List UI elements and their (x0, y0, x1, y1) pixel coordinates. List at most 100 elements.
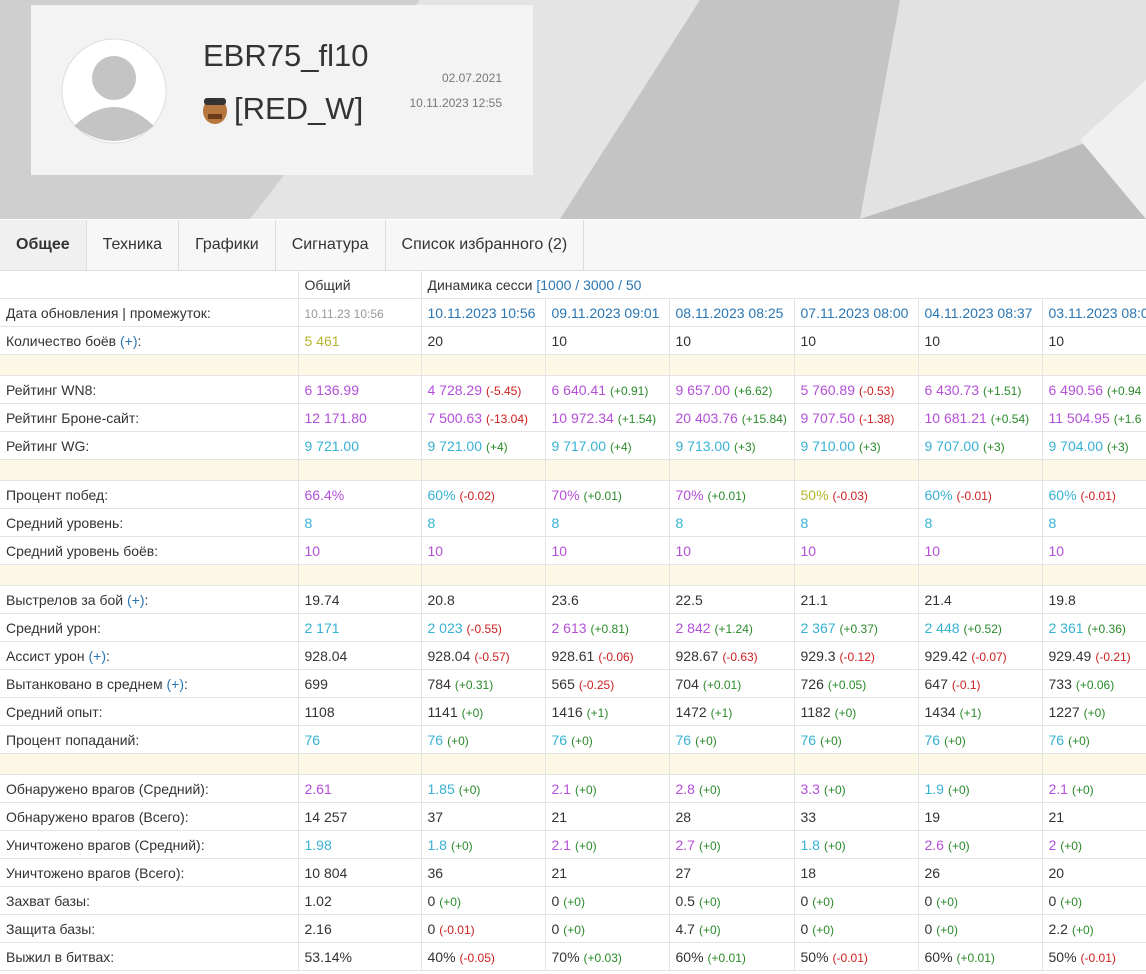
delta: (+1.51) (983, 383, 1022, 398)
value: 22.5 (675, 591, 703, 608)
value-cell: 10 804 (298, 858, 422, 887)
delta: (-0.01) (832, 950, 868, 965)
value-cell: 929.42 (-0.07) (918, 641, 1043, 670)
value-cell: 2 842 (+1.24) (669, 613, 795, 642)
value[interactable]: 10.11.2023 10:56 (427, 304, 536, 321)
value-cell: 10 (1042, 536, 1146, 565)
value: 5 461 (304, 332, 340, 349)
value[interactable]: 09.11.2023 09:01 (551, 304, 660, 321)
value: 10 681.21 (924, 409, 987, 426)
value: 9 721.00 (427, 437, 483, 454)
value-cell: 6 430.73 (+1.51) (918, 375, 1043, 404)
range-link[interactable]: [1000 / 3000 / 50 (536, 276, 642, 293)
value: 10 (924, 542, 941, 559)
value: 1.8 (427, 836, 447, 853)
value-cell: 2.1 (+0) (1042, 774, 1146, 803)
value-cell: 07.11.2023 08:00 (794, 298, 919, 327)
label-text: Уничтожено врагов (Средний): (6, 836, 205, 853)
tab[interactable]: Техника (87, 220, 180, 270)
value-cell: 699 (298, 669, 422, 698)
value: 4 728.29 (427, 381, 483, 398)
stat-row: Уничтожено врагов (Средний): 1.98 1.8 (+0) 2… (0, 830, 1146, 859)
value: 726 (800, 675, 824, 692)
value-cell: 1434 (+1) (918, 697, 1043, 726)
value: 76 (304, 731, 321, 748)
value-cell: 10 (545, 326, 670, 355)
value: 9 707.00 (924, 437, 980, 454)
label-text: Обнаружено врагов (Средний): (6, 780, 209, 797)
label-text: Рейтинг WN8: (6, 381, 97, 398)
value-cell: 40% (-0.05) (421, 942, 546, 971)
value-cell: 2.6 (+0) (918, 830, 1043, 859)
value-cell: 1.98 (298, 830, 422, 859)
value-cell: 0 (+0) (421, 886, 546, 915)
value-cell: 10 (918, 536, 1043, 565)
delta: (+0) (563, 894, 585, 909)
updated-date: 10.11.2023 12:55 (409, 96, 502, 110)
delta: (-0.21) (1095, 649, 1131, 664)
expand-link[interactable]: (+) (166, 675, 185, 692)
value: 7 500.63 (427, 409, 483, 426)
tab[interactable]: Сигнатура (276, 220, 386, 270)
value-cell: 28 (669, 802, 795, 831)
row-label: Процент побед: (0, 480, 299, 509)
tabs: Общее Техника Графики Сигнатура Список избра… (0, 220, 1146, 271)
value-cell: 21 (1042, 802, 1146, 831)
expand-link[interactable]: (+) (120, 332, 138, 349)
delta: (+0.06) (1075, 677, 1115, 692)
value-cell: 18 (794, 858, 919, 887)
delta: (-0.25) (578, 677, 615, 692)
value-cell: 2.1 (+0) (545, 830, 670, 859)
value-cell: 08.11.2023 08:25 (669, 298, 795, 327)
value: 6 490.56 (1048, 381, 1104, 398)
row-label: Рейтинг Броне-сайт: (0, 403, 299, 432)
expand-link[interactable]: (+) (88, 647, 107, 664)
separator-cell (1042, 753, 1146, 775)
delta: (+0) (1083, 705, 1106, 720)
tab[interactable]: Общее (0, 220, 87, 270)
value[interactable]: 08.11.2023 08:25 (675, 304, 784, 321)
value-cell: 5 760.89 (-0.53) (794, 375, 919, 404)
row-label: Процент попаданий: (0, 725, 299, 754)
stat-row: Процент попаданий: 76 76 (+0) 76 (+0) 76 (+0) 76… (0, 725, 1146, 754)
label-text: Средний опыт: (6, 703, 103, 720)
expand-link[interactable]: (+) (126, 591, 145, 608)
label-suffix: : (137, 332, 142, 349)
value: 2.61 (304, 780, 332, 797)
value: 18 (800, 864, 817, 881)
value-cell: 21.4 (918, 585, 1043, 614)
value-cell: 10 681.21 (+0.54) (918, 403, 1043, 432)
value: 4.7 (675, 920, 695, 937)
separator-cell (918, 459, 1043, 481)
header-row: Общий Динамика сесси [1000 / 3000 / 50 (0, 271, 1146, 299)
value: 2 448 (924, 619, 960, 636)
delta: (+0.91) (610, 383, 649, 398)
value: 1434 (924, 703, 956, 720)
separator-cell (0, 459, 299, 481)
value-cell: 70% (+0.01) (669, 480, 795, 509)
separator-cell (1042, 564, 1146, 586)
value: 6 430.73 (924, 381, 980, 398)
delta: (+0) (458, 782, 481, 797)
value-cell: 21 (545, 802, 670, 831)
value: 9 713.00 (675, 437, 731, 454)
stat-row: Выжил в битвах: 53.14% 40% (-0.05) 70% (+0.03… (0, 942, 1146, 971)
value: 21 (551, 808, 568, 825)
tab[interactable]: Список избранного (2) (386, 220, 585, 270)
separator-cell (421, 753, 546, 775)
value-cell: 12 171.80 (298, 403, 422, 432)
tab[interactable]: Графики (179, 220, 276, 270)
value: 21.4 (924, 591, 952, 608)
value[interactable]: 03.11.2023 08:0 (1048, 304, 1146, 321)
value-cell: 0 (+0) (794, 914, 919, 943)
label-text: Процент побед: (6, 486, 109, 503)
value-cell: 1.8 (+0) (794, 830, 919, 859)
value-cell: 76 (+0) (669, 725, 795, 754)
value[interactable]: 07.11.2023 08:00 (800, 304, 909, 321)
value: 60% (924, 486, 953, 503)
value-cell: 1.8 (+0) (421, 830, 546, 859)
value-cell: 2 367 (+0.37) (794, 613, 919, 642)
clan-tag[interactable]: [RED_W] (234, 91, 364, 126)
value[interactable]: 04.11.2023 08:37 (924, 304, 1033, 321)
value-cell: 14 257 (298, 802, 422, 831)
